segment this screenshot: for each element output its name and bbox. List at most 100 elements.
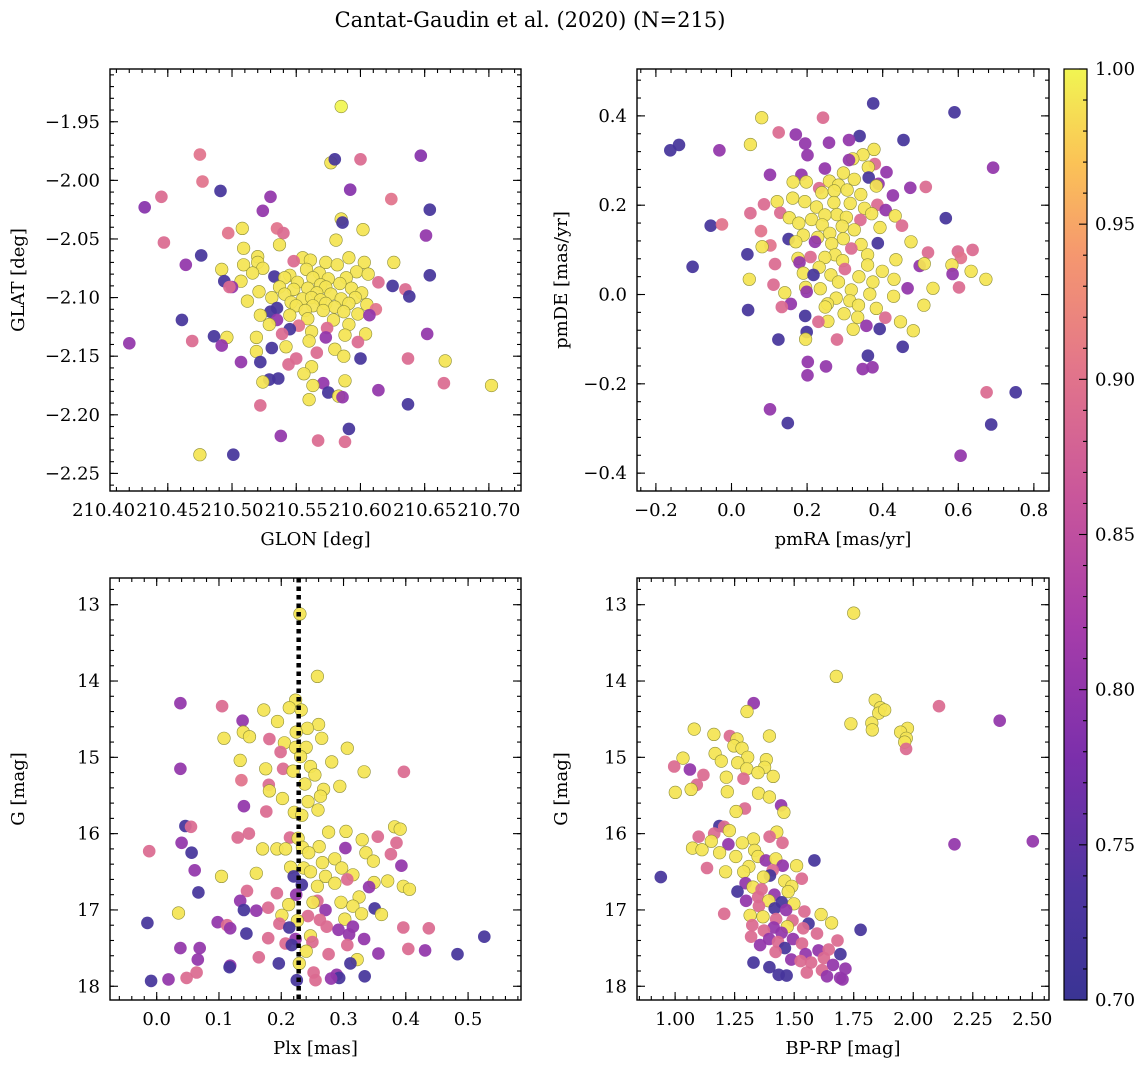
data-point xyxy=(954,251,968,265)
data-point xyxy=(351,335,365,349)
data-point xyxy=(385,192,398,206)
data-point xyxy=(393,822,407,836)
data-point xyxy=(282,358,295,371)
data-point xyxy=(214,869,229,884)
data-point xyxy=(275,327,289,341)
data-point xyxy=(397,921,410,934)
y-tick-label: 18 xyxy=(604,976,627,997)
data-point xyxy=(335,861,349,875)
data-point xyxy=(763,403,777,416)
data-point xyxy=(904,235,918,249)
data-point xyxy=(753,938,767,952)
data-point xyxy=(312,839,326,854)
data-point xyxy=(838,262,852,276)
data-point xyxy=(800,285,813,299)
data-point xyxy=(339,824,353,839)
data-point xyxy=(860,319,873,333)
data-point xyxy=(839,962,852,975)
data-point xyxy=(800,966,814,979)
data-point xyxy=(836,973,849,986)
data-point xyxy=(162,973,175,986)
data-point xyxy=(272,957,286,970)
data-point xyxy=(257,703,271,717)
data-point xyxy=(279,340,293,354)
y-tick-label: −2.20 xyxy=(45,405,100,426)
data-point xyxy=(772,126,785,139)
data-point xyxy=(265,341,279,355)
data-point xyxy=(763,168,777,182)
data-point xyxy=(387,255,401,270)
data-point xyxy=(422,922,436,935)
data-point xyxy=(311,434,325,447)
data-point xyxy=(847,606,861,620)
data-point xyxy=(798,905,811,918)
data-point xyxy=(754,224,768,238)
figure-title: Cantat-Gaudin et al. (2020) (N=215) xyxy=(334,8,726,32)
y-axis-label: G [mag] xyxy=(8,752,29,825)
data-point xyxy=(215,262,229,277)
data-point xyxy=(386,279,399,293)
data-point xyxy=(175,836,188,850)
colorbar-tick-label: 0.95 xyxy=(1095,214,1135,235)
data-point xyxy=(237,241,251,255)
data-point xyxy=(692,830,705,843)
scatter-points xyxy=(123,99,499,462)
data-point xyxy=(1026,835,1040,848)
scatter-points xyxy=(141,607,491,988)
data-point xyxy=(921,246,935,259)
data-point xyxy=(926,281,940,295)
data-point xyxy=(193,941,206,955)
data-point xyxy=(846,322,860,336)
data-point xyxy=(917,257,931,271)
data-point xyxy=(252,285,266,299)
data-point xyxy=(240,927,253,940)
scatter-panel-2: −0.2 0.0 0.2 0.4 0.6 0.8 0.4 0.2 0.0 −0.2 −0.4 pmRA… xyxy=(551,68,1050,550)
data-point xyxy=(180,971,193,985)
y-tick-label: 15 xyxy=(77,747,100,768)
scatter-panel-3: 0.0 0.1 0.2 0.3 0.4 0.5 13 14 15 16 17 18 Plx [mas] G… xyxy=(8,577,522,1059)
data-point xyxy=(737,772,750,785)
x-tick-label: 0.3 xyxy=(329,1009,358,1030)
data-point xyxy=(337,349,351,363)
data-point xyxy=(863,287,877,301)
colorbar-tick-label: 0.85 xyxy=(1095,525,1135,546)
data-point xyxy=(789,235,803,249)
data-point xyxy=(836,166,851,180)
data-point xyxy=(757,198,771,211)
colorbar-tick-label: 0.70 xyxy=(1095,990,1135,1011)
data-point xyxy=(240,884,254,898)
data-point xyxy=(964,264,978,278)
scatter-panel-4: 1.00 1.25 1.50 1.75 2.00 2.25 2.50 13 14 15 16 17 18… xyxy=(551,577,1052,1059)
data-point xyxy=(796,922,810,935)
data-point xyxy=(236,714,249,727)
data-point xyxy=(207,330,221,343)
data-point xyxy=(231,831,244,844)
data-point xyxy=(743,137,758,152)
data-point xyxy=(223,922,237,935)
x-tick-label: 210.65 xyxy=(393,500,456,521)
data-point xyxy=(731,885,744,898)
data-point xyxy=(984,418,998,431)
data-point xyxy=(299,944,313,958)
x-tick-label: 2.50 xyxy=(1012,1009,1052,1030)
data-point xyxy=(763,960,776,974)
data-point xyxy=(896,340,909,354)
data-point xyxy=(246,266,260,280)
data-point xyxy=(262,317,276,332)
data-point xyxy=(310,346,324,360)
data-point xyxy=(337,305,351,319)
data-point xyxy=(880,165,893,179)
data-point xyxy=(744,206,757,220)
data-point xyxy=(319,331,333,344)
data-point xyxy=(860,258,875,272)
axes-frame xyxy=(636,577,1050,1001)
data-point xyxy=(261,901,275,914)
data-point xyxy=(249,866,263,880)
data-point xyxy=(423,269,437,282)
data-point xyxy=(390,836,403,850)
data-point xyxy=(320,920,334,933)
data-point xyxy=(697,768,710,782)
data-point xyxy=(755,240,769,254)
data-point xyxy=(372,947,385,960)
